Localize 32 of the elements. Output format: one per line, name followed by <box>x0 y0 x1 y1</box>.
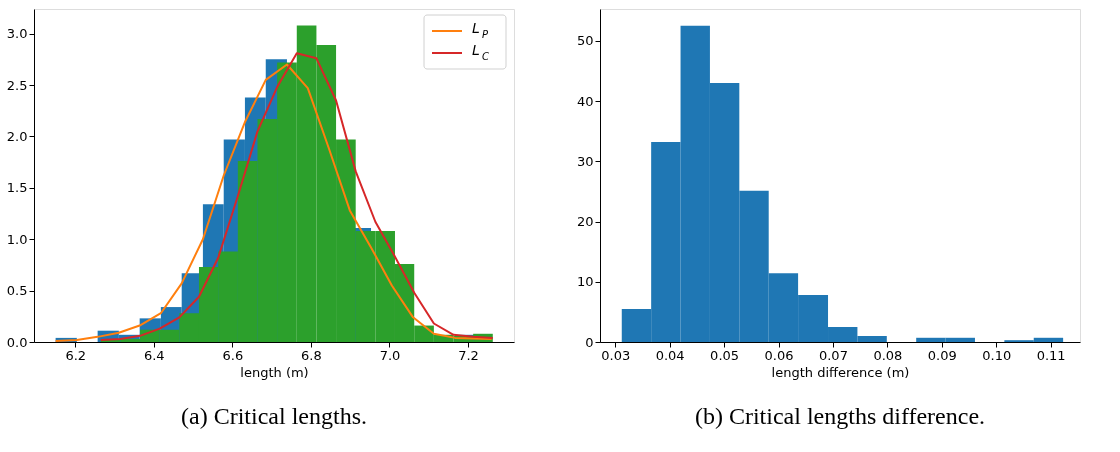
x-tick-label: 7.2 <box>458 347 479 363</box>
x-tick-label: 0.10 <box>982 347 1012 363</box>
text: (a) Critical lengths. <box>181 403 367 429</box>
x-tick-label: 7.0 <box>379 347 401 363</box>
y-tick-label: 2.5 <box>6 77 28 93</box>
x-tick-label: 6.2 <box>65 347 87 363</box>
y-tick-label: 2.0 <box>6 128 28 144</box>
y-tick-label: 50 <box>576 33 594 49</box>
y-tick-label: 0.0 <box>6 334 28 350</box>
x-tick-label: 6.4 <box>143 347 165 363</box>
x-axis-title: length (m) <box>240 364 309 380</box>
x-tick-label: 0.09 <box>927 347 957 363</box>
y-tick-label: 3.0 <box>6 26 28 42</box>
x-axis-title: length difference (m) <box>771 364 910 380</box>
x-tick-label: 6.6 <box>222 347 244 363</box>
x-tick-label: 0.11 <box>1036 347 1066 363</box>
y-tick-label: 20 <box>576 214 594 230</box>
y-tick-label: 40 <box>576 93 594 109</box>
y-tick-label: 0.5 <box>6 283 28 299</box>
x-tick-label: 6.8 <box>301 347 322 363</box>
text: (b) Critical lengths difference. <box>694 403 986 429</box>
x-tick-label: 0.04 <box>655 347 685 363</box>
x-tick-label: 0.05 <box>710 347 740 363</box>
y-tick-label: 0 <box>585 334 594 350</box>
y-tick-label: 1.5 <box>6 180 28 196</box>
x-tick-label: 0.06 <box>764 347 794 363</box>
y-tick-label: 1.0 <box>6 231 28 247</box>
x-tick-label: 0.07 <box>818 347 848 363</box>
x-tick-label: 0.08 <box>873 347 903 363</box>
x-tick-label: 0.03 <box>601 347 631 363</box>
y-tick-label: 10 <box>576 274 594 290</box>
y-tick-label: 30 <box>576 153 594 169</box>
